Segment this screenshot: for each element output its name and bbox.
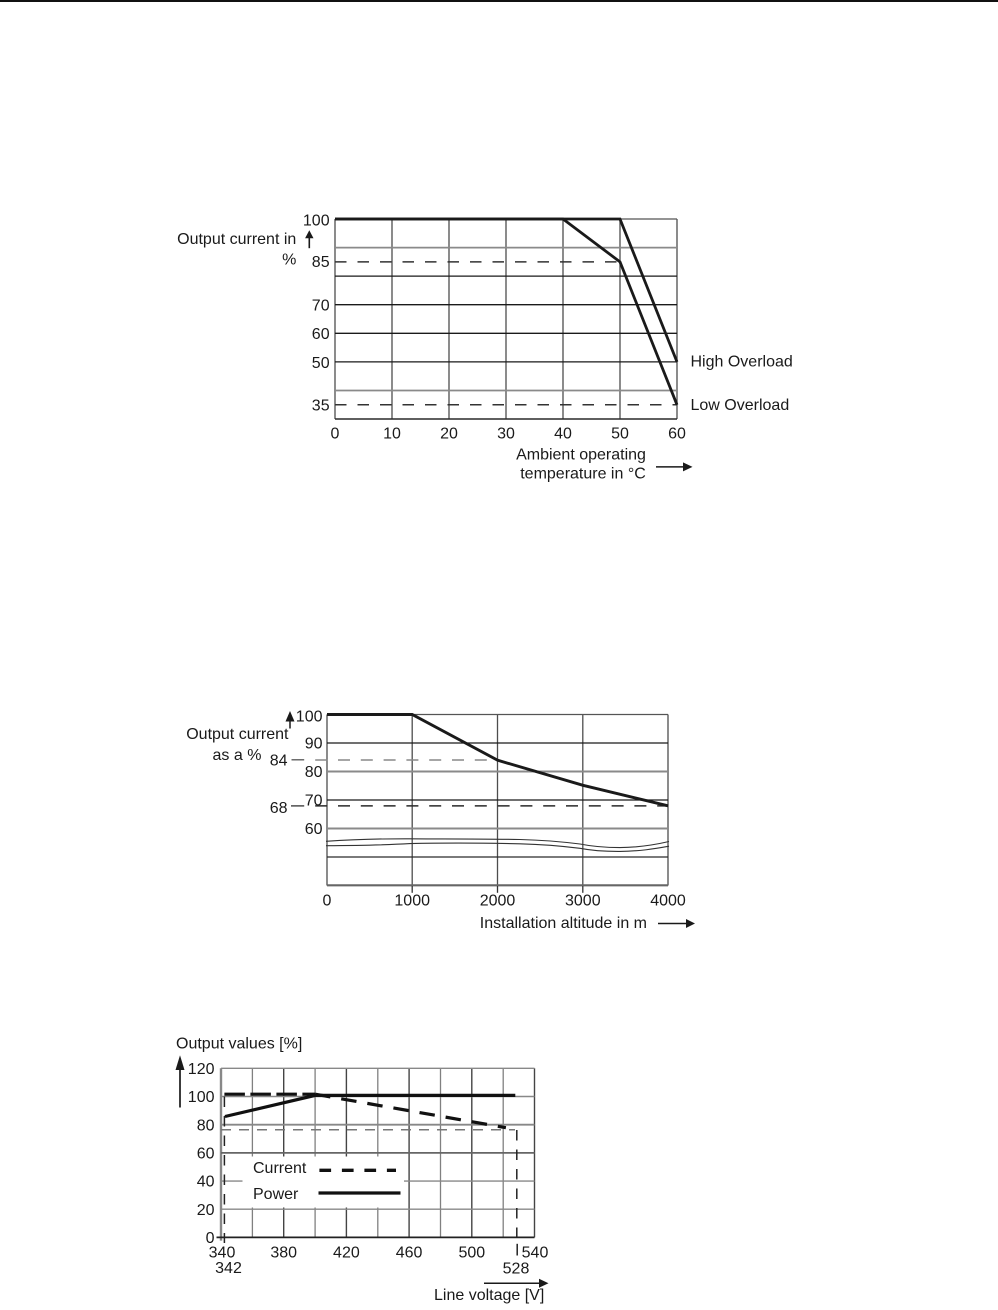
svg-text:500: 500 (458, 1245, 485, 1262)
svg-text:80: 80 (305, 764, 323, 781)
svg-text:50: 50 (312, 355, 330, 372)
svg-text:35: 35 (312, 398, 330, 415)
svg-text:100: 100 (303, 213, 330, 230)
svg-text:Current: Current (253, 1160, 307, 1177)
svg-text:Output current in: Output current in (177, 231, 296, 248)
svg-text:as a %: as a % (213, 747, 262, 764)
svg-text:90: 90 (305, 736, 323, 753)
svg-text:60: 60 (305, 821, 323, 838)
svg-text:Ambient operating: Ambient operating (516, 447, 646, 464)
svg-text:70: 70 (312, 298, 330, 315)
svg-text:Installation altitude in m: Installation altitude in m (480, 915, 647, 932)
svg-text:Low Overload: Low Overload (691, 397, 790, 414)
svg-text:0: 0 (323, 892, 332, 909)
svg-text:80: 80 (197, 1117, 215, 1134)
svg-text:40: 40 (554, 426, 572, 443)
svg-text:0: 0 (206, 1230, 215, 1247)
svg-text:420: 420 (333, 1245, 360, 1262)
svg-text:temperature in °C: temperature in °C (520, 466, 646, 483)
svg-text:340: 340 (209, 1245, 236, 1262)
svg-text:84: 84 (270, 753, 288, 770)
svg-text:540: 540 (522, 1245, 549, 1262)
svg-text:50: 50 (611, 426, 629, 443)
svg-text:0: 0 (331, 426, 340, 443)
svg-text:20: 20 (440, 426, 458, 443)
svg-text:60: 60 (668, 426, 686, 443)
svg-text:528: 528 (503, 1260, 530, 1277)
svg-text:4000: 4000 (650, 892, 686, 909)
svg-text:%: % (282, 251, 296, 268)
svg-text:380: 380 (270, 1245, 297, 1262)
svg-text:460: 460 (396, 1245, 423, 1262)
svg-text:100: 100 (188, 1089, 215, 1106)
svg-text:Output values [%]: Output values [%] (176, 1036, 302, 1053)
svg-text:85: 85 (312, 254, 330, 271)
svg-text:70: 70 (305, 792, 323, 809)
svg-text:3000: 3000 (565, 892, 601, 909)
svg-text:1000: 1000 (394, 892, 430, 909)
svg-text:High Overload: High Overload (691, 354, 793, 371)
svg-text:30: 30 (497, 426, 515, 443)
svg-text:2000: 2000 (480, 892, 516, 909)
svg-text:68: 68 (270, 800, 288, 817)
svg-text:100: 100 (296, 709, 323, 726)
svg-text:Power: Power (253, 1186, 299, 1203)
svg-text:40: 40 (197, 1174, 215, 1191)
svg-text:20: 20 (197, 1202, 215, 1219)
svg-text:342: 342 (215, 1260, 242, 1277)
svg-text:10: 10 (383, 426, 401, 443)
svg-text:60: 60 (197, 1146, 215, 1163)
svg-text:60: 60 (312, 326, 330, 343)
svg-text:120: 120 (188, 1061, 215, 1078)
svg-text:Line voltage [V]: Line voltage [V] (434, 1287, 544, 1304)
svg-text:Output current: Output current (186, 726, 289, 743)
